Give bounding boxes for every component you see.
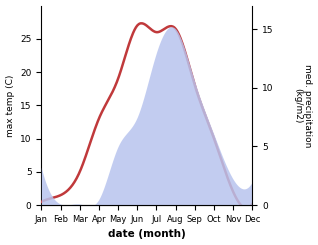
X-axis label: date (month): date (month): [108, 230, 186, 239]
Y-axis label: max temp (C): max temp (C): [5, 74, 15, 136]
Y-axis label: med. precipitation
(kg/m2): med. precipitation (kg/m2): [293, 64, 313, 147]
